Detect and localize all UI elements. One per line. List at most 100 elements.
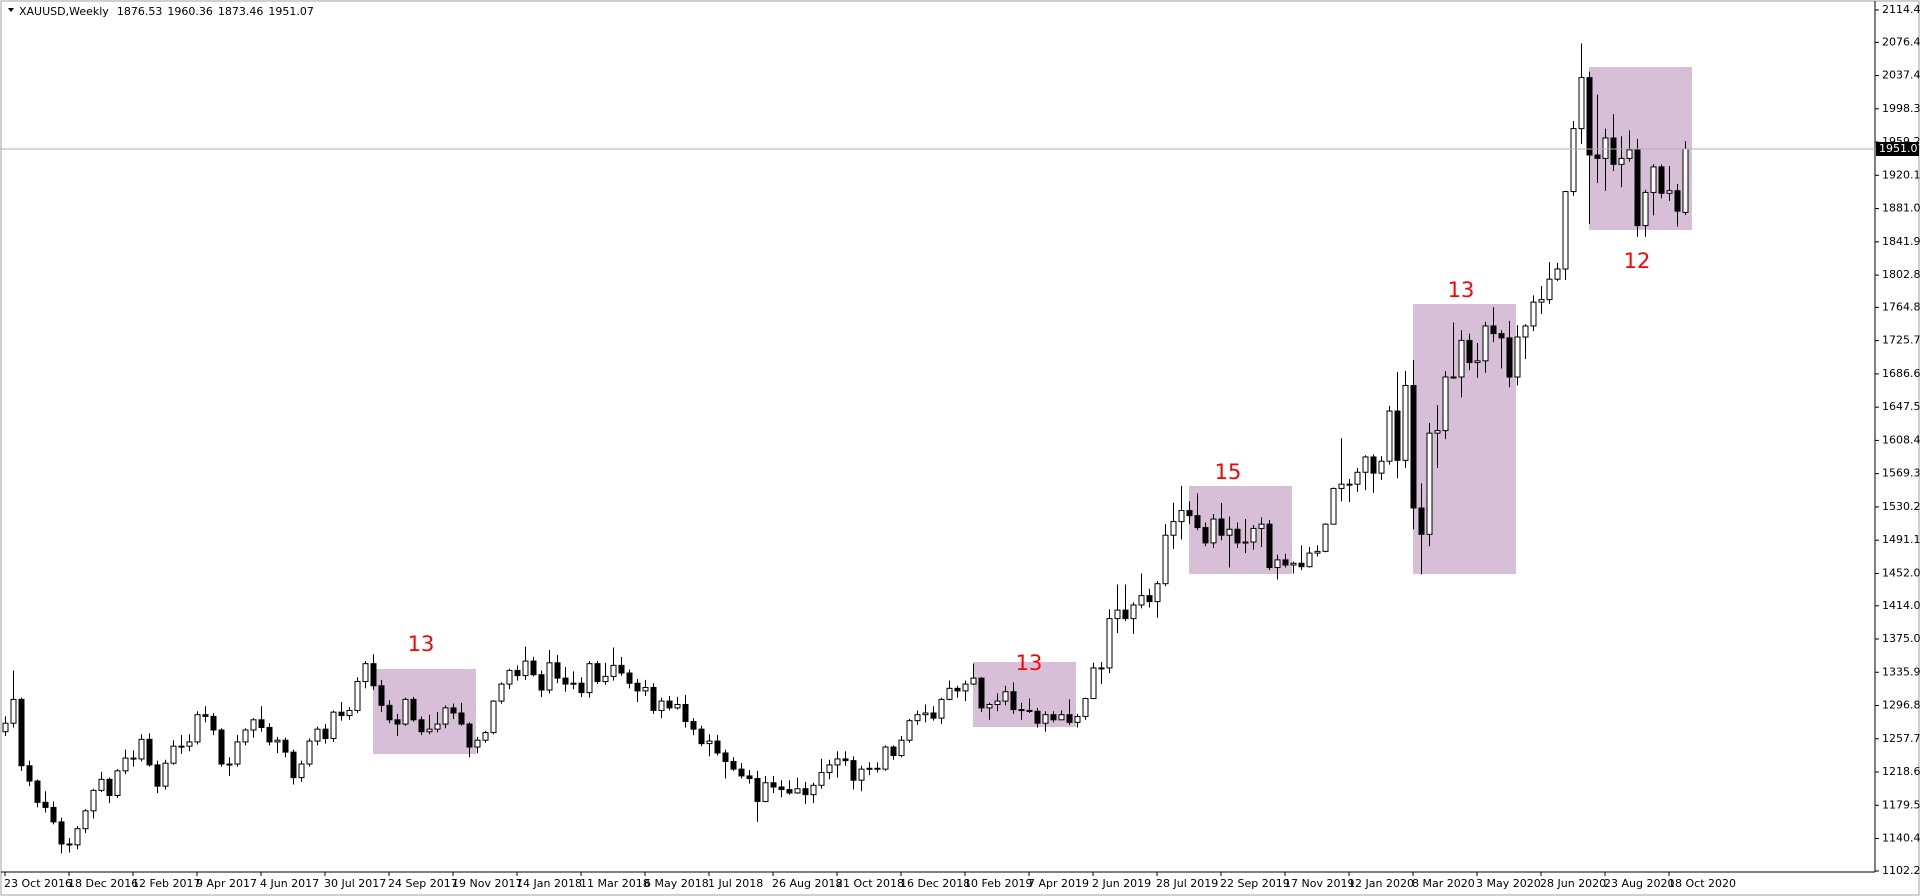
candle-body (482, 732, 489, 741)
candle-body (1674, 190, 1681, 212)
candle-body (1226, 528, 1233, 536)
candle-body (330, 711, 337, 740)
x-tick-label: 12 Jan 2020 (1348, 877, 1414, 890)
y-tick-label: 1218.60 (1882, 765, 1920, 778)
candle-body (474, 739, 481, 748)
x-tick-label: 8 Mar 2020 (1412, 877, 1475, 890)
candle-body (1066, 714, 1073, 723)
candle-body (42, 801, 49, 808)
box-label: 12 (1624, 249, 1651, 273)
y-tick-label: 2037.40 (1882, 69, 1920, 82)
candle-body (1074, 715, 1081, 723)
candle-body (1586, 77, 1593, 156)
candle-body (82, 810, 89, 830)
candle-body (1018, 709, 1025, 712)
candle-body (994, 700, 1001, 705)
x-tick-label: 11 Mar 2018 (580, 877, 650, 890)
candle-body (274, 739, 281, 743)
candle-body (1378, 460, 1385, 474)
candle-body (866, 767, 873, 770)
candle-body (58, 821, 65, 845)
candle-body (642, 686, 649, 692)
y-tick-label: 1647.55 (1882, 400, 1920, 413)
candle-body (1418, 507, 1425, 535)
candle-body (226, 763, 233, 766)
candle-body (906, 720, 913, 741)
candle-body (1530, 301, 1537, 327)
candle-body (322, 728, 329, 740)
x-tick-label: 23 Aug 2020 (1604, 877, 1674, 890)
candle-body (1642, 191, 1649, 227)
candle-body (826, 764, 833, 774)
candle-body (1266, 523, 1273, 569)
candle-body (490, 700, 497, 734)
y-tick-label: 1375.00 (1882, 632, 1920, 645)
candle-body (178, 745, 185, 748)
candle-body (1026, 709, 1033, 712)
candle-body (138, 738, 145, 760)
x-tick-label: 18 Oct 2020 (1668, 877, 1736, 890)
candle-body (1618, 157, 1625, 165)
candle-body (938, 698, 945, 719)
y-tick-label: 1764.85 (1882, 300, 1920, 313)
x-tick-label: 28 Jul 2019 (1156, 877, 1218, 890)
box-label: 13 (1016, 651, 1043, 675)
candle-body (1234, 528, 1241, 544)
candle-body (858, 768, 865, 781)
x-tick-label: 6 May 2018 (644, 877, 709, 890)
y-tick-label: 1686.65 (1882, 367, 1920, 380)
chart-header: XAUUSD,Weekly 1876.53 1960.36 1873.46 1951.0… (19, 5, 314, 18)
x-tick-label: 3 May 2020 (1476, 877, 1541, 890)
candle-body (786, 789, 793, 794)
box-label: 13 (1448, 278, 1475, 302)
x-tick-label: 21 Oct 2018 (836, 877, 904, 890)
x-tick-label: 12 Feb 2017 (132, 877, 200, 890)
candle-body (674, 703, 681, 709)
y-tick-label: 2076.40 (1882, 35, 1920, 48)
x-tick-label: 7 Apr 2019 (1028, 877, 1089, 890)
candle-body (1298, 562, 1305, 568)
candle-body (1594, 154, 1601, 159)
header-low: 1873.46 (218, 5, 264, 18)
candle-body (506, 669, 513, 685)
y-tick-label: 1841.90 (1882, 235, 1920, 248)
candle-body (114, 770, 121, 797)
candle-body (722, 752, 729, 762)
candle-body (1186, 510, 1193, 517)
candle-body (90, 789, 97, 812)
candle-body (1682, 148, 1689, 213)
y-tick-label: 1179.50 (1882, 798, 1920, 811)
y-tick-label: 1998.30 (1882, 102, 1920, 115)
candle-body (1002, 691, 1009, 702)
x-tick-label: 18 Dec 2016 (68, 877, 138, 890)
candle-body (538, 674, 545, 691)
candle-body (594, 663, 601, 683)
candle-body (234, 741, 241, 765)
candle-body (666, 700, 673, 709)
x-tick-label: 14 Jan 2018 (516, 877, 582, 890)
x-tick-label: 17 Nov 2019 (1284, 877, 1354, 890)
candle-body (1098, 667, 1105, 670)
candle-body (1210, 518, 1217, 544)
candle-body (1362, 456, 1369, 473)
x-tick-label: 4 Jun 2017 (260, 877, 319, 890)
candle-body (1338, 483, 1345, 489)
candle-body (1034, 710, 1041, 724)
y-tick-label: 1530.25 (1882, 500, 1920, 513)
candle-body (1490, 325, 1497, 335)
candle-body (154, 764, 161, 787)
y-tick-label: 1257.70 (1882, 732, 1920, 745)
candle-body (1514, 336, 1521, 378)
candle-body (1442, 376, 1449, 432)
candle-body (986, 703, 993, 709)
candle-body (1410, 385, 1417, 509)
candle-body (1154, 583, 1161, 603)
candle-body (466, 723, 473, 748)
candle-body (1554, 268, 1561, 280)
candle-body (1546, 278, 1553, 301)
candle-body (562, 677, 569, 685)
candle-body (122, 757, 129, 772)
candle-body (1634, 149, 1641, 227)
candle-body (10, 698, 17, 724)
